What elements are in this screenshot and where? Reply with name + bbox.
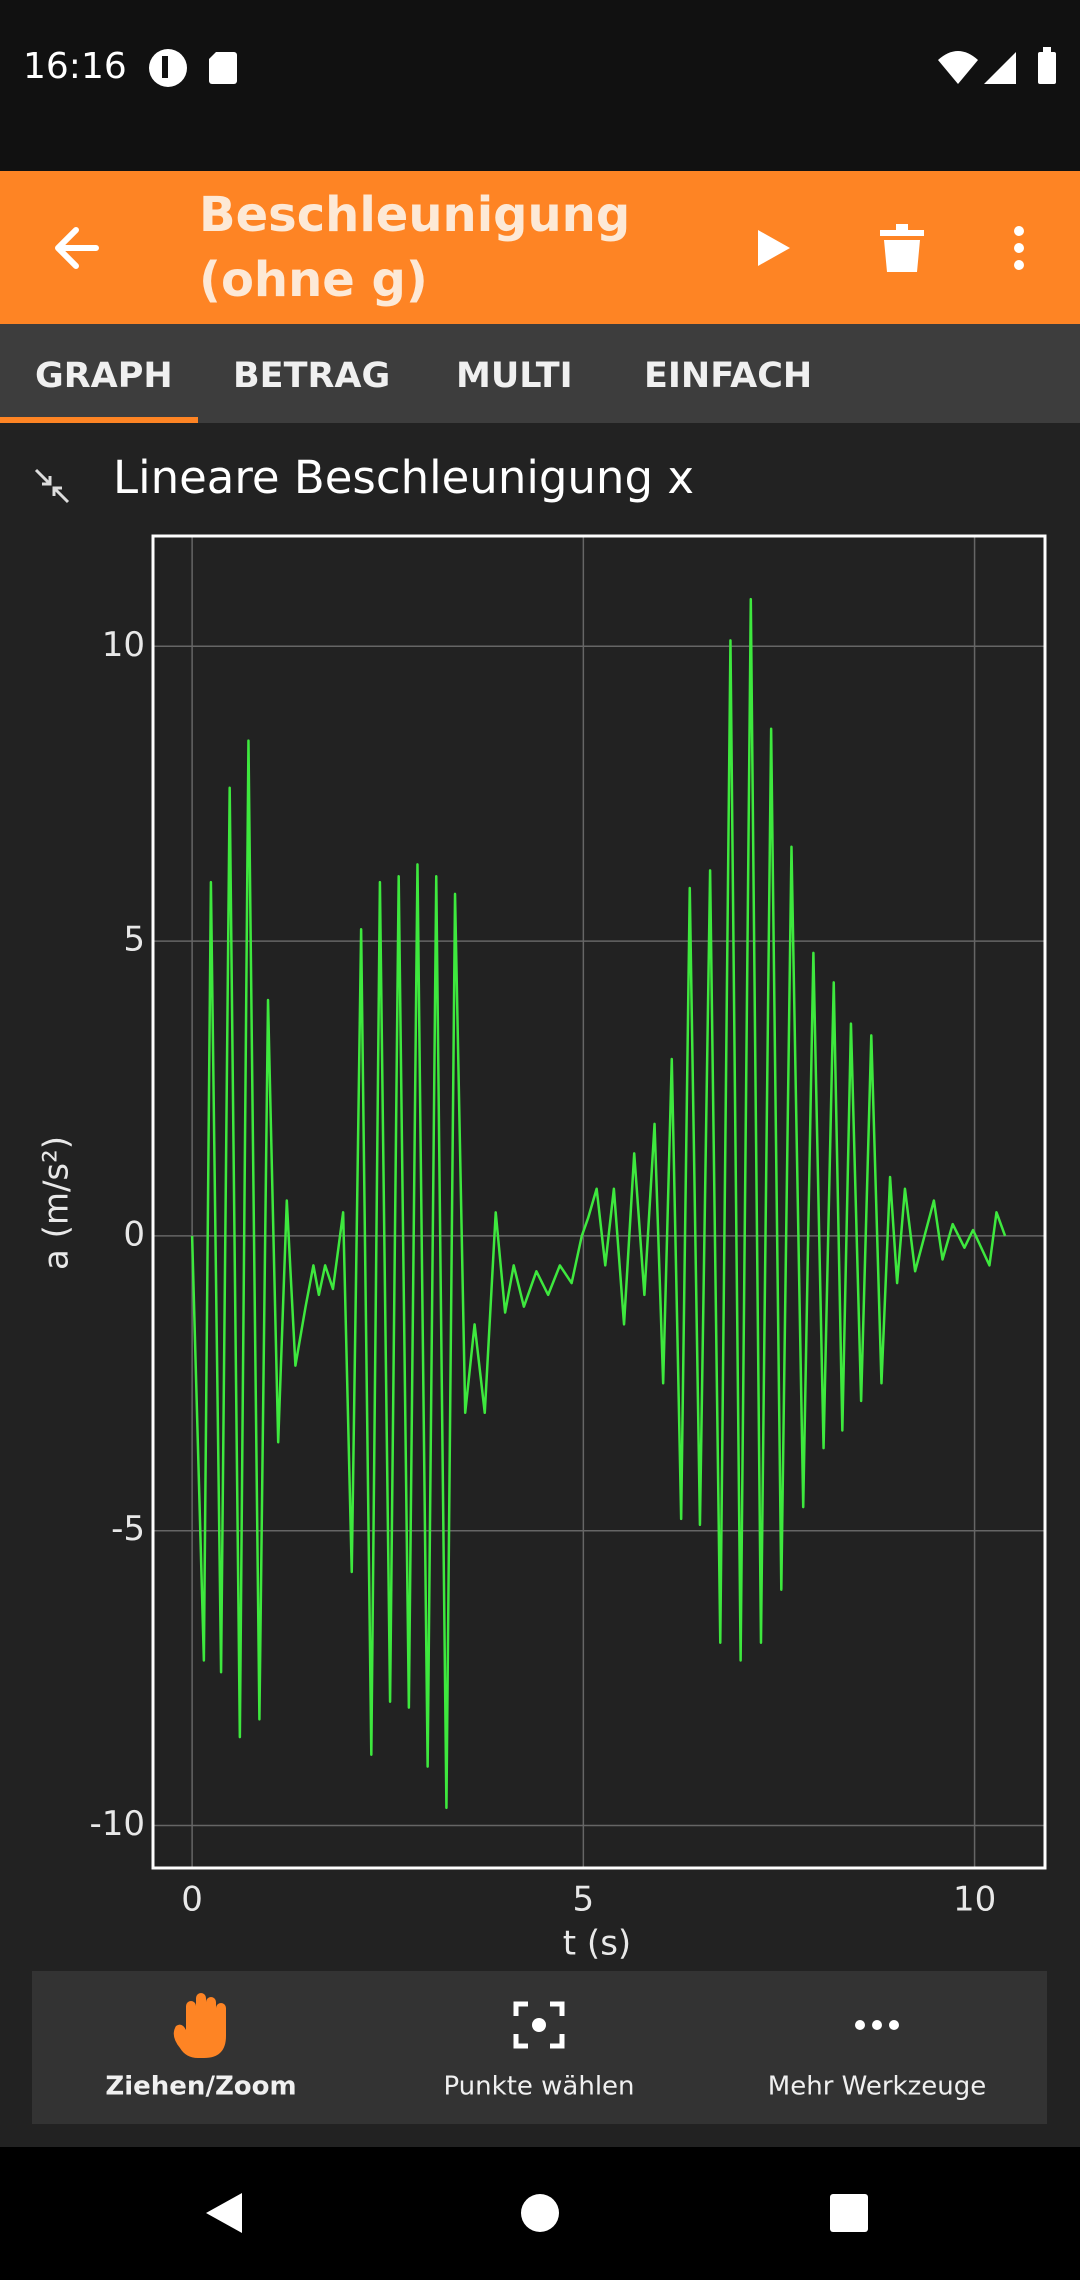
- x-tick-label: 10: [953, 1880, 996, 1920]
- tab-bar: [0, 324, 1080, 423]
- tab[interactable]: BETRAG: [233, 356, 390, 396]
- nav-home[interactable]: [521, 2194, 559, 2232]
- delete-button[interactable]: [880, 224, 924, 272]
- tool-label[interactable]: Punkte wählen: [443, 2072, 634, 2102]
- tab[interactable]: MULTI: [456, 356, 573, 396]
- clock: 16:16: [23, 46, 127, 87]
- y-tick-label: -10: [89, 1804, 145, 1844]
- x-tick-label: 5: [573, 1880, 595, 1920]
- data-line: [190, 597, 1007, 1810]
- signal-icon: [984, 52, 1016, 84]
- status-bar: [0, 0, 1080, 171]
- more-tools-icon[interactable]: [855, 2020, 899, 2030]
- app-title: (ohne g): [199, 252, 428, 308]
- wifi-icon: [938, 51, 978, 84]
- y-tick-label: 5: [123, 920, 145, 960]
- graph-title: Lineare Beschleunigung x: [113, 451, 694, 504]
- app-title: Beschleunigung: [199, 187, 630, 243]
- x-tick-label: 0: [181, 1880, 203, 1920]
- tab[interactable]: EINFACH: [644, 356, 812, 396]
- hand-icon[interactable]: [173, 1993, 226, 2058]
- tool-label[interactable]: Ziehen/Zoom: [105, 2072, 296, 2102]
- battery-tip: [1043, 47, 1051, 53]
- play-button[interactable]: [758, 230, 790, 266]
- nav-back[interactable]: [206, 2193, 242, 2233]
- collapse-icon[interactable]: [34, 468, 70, 504]
- back-button[interactable]: [55, 227, 99, 269]
- sd-icon: [209, 52, 237, 84]
- nav-recents[interactable]: [830, 2194, 868, 2232]
- select-points-icon[interactable]: [513, 2001, 565, 2049]
- tab-indicator: [0, 417, 198, 423]
- plot: -10 -5 0 5 10 0 5 10 t (s) a (m/s²): [37, 534, 1047, 1964]
- y-tick-label: -5: [111, 1509, 145, 1549]
- more-button[interactable]: [1014, 226, 1024, 270]
- select-points-dot: [532, 2018, 546, 2032]
- y-tick-label: 10: [102, 625, 145, 665]
- y-axis-label: a (m/s²): [37, 1136, 77, 1270]
- y-tick-label: 0: [123, 1214, 145, 1254]
- tab[interactable]: GRAPH: [35, 356, 173, 396]
- x-axis-label: t (s): [563, 1924, 631, 1964]
- tool-label[interactable]: Mehr Werkzeuge: [768, 2072, 986, 2102]
- status-icon-detail: [162, 56, 168, 78]
- plot-frame: [151, 534, 1047, 1870]
- battery-icon: [1038, 52, 1056, 84]
